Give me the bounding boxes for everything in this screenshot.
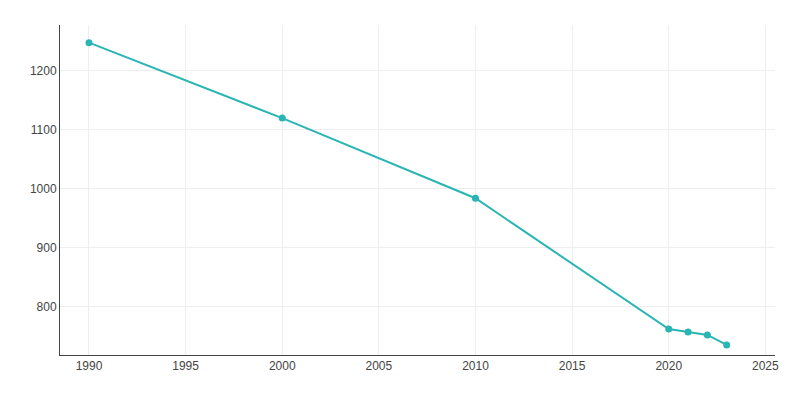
svg-text:2010: 2010 (462, 359, 489, 373)
svg-text:2020: 2020 (655, 359, 682, 373)
svg-text:1100: 1100 (31, 123, 57, 137)
svg-text:2015: 2015 (559, 359, 586, 373)
svg-text:800: 800 (37, 300, 57, 314)
svg-text:2000: 2000 (269, 359, 296, 373)
svg-text:2025: 2025 (752, 359, 779, 373)
svg-text:2005: 2005 (365, 359, 392, 373)
svg-text:1995: 1995 (172, 359, 199, 373)
svg-text:1200: 1200 (30, 64, 57, 78)
svg-text:1990: 1990 (76, 359, 103, 373)
svg-text:900: 900 (37, 241, 57, 255)
svg-text:1000: 1000 (30, 182, 57, 196)
